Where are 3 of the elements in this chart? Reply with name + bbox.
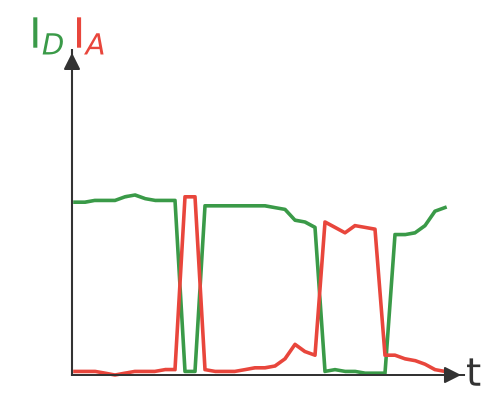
text: I$_{D}$ — [33, 17, 63, 55]
text: I$_{A}$ — [76, 17, 104, 55]
x-axis-title: t — [467, 358, 480, 386]
